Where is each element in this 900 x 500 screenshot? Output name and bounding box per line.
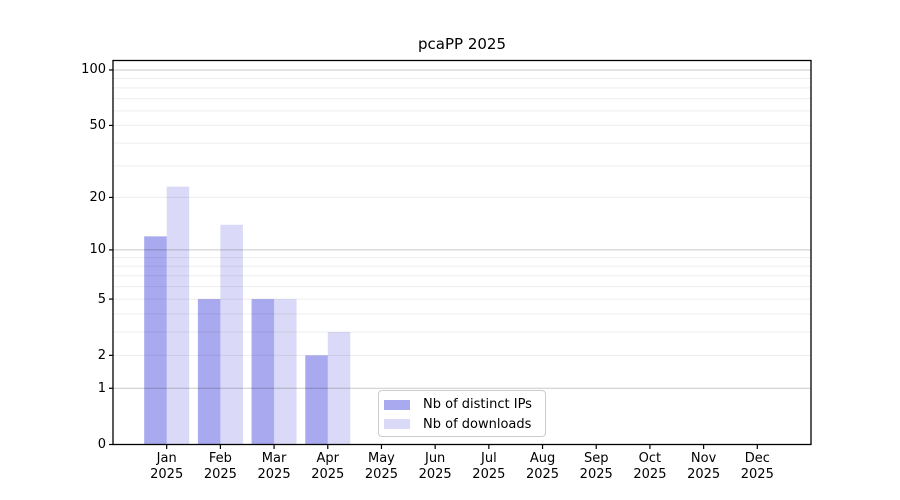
x-tick-label: Jan 2025: [150, 451, 184, 482]
y-tick-label: 5: [97, 291, 106, 307]
chart-title: pcaPP 2025: [418, 35, 506, 53]
bar-downloads-feb: [220, 224, 243, 445]
y-tick-label: 100: [81, 62, 106, 78]
y-tick-label: 10: [89, 242, 106, 258]
legend-label-distinct-ips: Nb of distinct IPs: [423, 397, 532, 413]
legend-item-distinct-ips: Nb of distinct IPs: [384, 395, 545, 415]
bar-downloads-mar: [274, 299, 297, 445]
y-tick-label: 1: [97, 380, 106, 396]
y-tick-label: 50: [89, 117, 106, 133]
x-tick-label: Mar 2025: [257, 451, 291, 482]
bar-distinct-ips-jan: [144, 236, 167, 445]
legend-label-downloads: Nb of downloads: [423, 416, 532, 432]
y-tick-label: 20: [89, 189, 106, 205]
x-tick-label: May 2025: [364, 451, 398, 482]
x-tick-label: Feb 2025: [203, 451, 237, 482]
x-tick-label: Apr 2025: [311, 451, 345, 482]
legend-swatch-downloads: [384, 419, 410, 430]
legend: Nb of distinct IPs Nb of downloads: [378, 390, 546, 437]
x-tick-label: Dec 2025: [740, 451, 774, 482]
x-tick-label: Jun 2025: [418, 451, 452, 482]
bar-distinct-ips-feb: [197, 299, 221, 445]
x-tick-label: Aug 2025: [525, 451, 560, 482]
x-tick-label: Sep 2025: [579, 451, 613, 482]
x-tick-label: Jul 2025: [472, 451, 506, 482]
x-tick-label: Nov 2025: [687, 451, 721, 482]
bar-downloads-jan: [166, 186, 190, 445]
y-tick-label: 0: [97, 437, 106, 452]
bar-distinct-ips-mar: [251, 299, 275, 445]
legend-swatch-distinct-ips: [384, 399, 410, 410]
bar-distinct-ips-apr: [305, 355, 328, 445]
x-tick-label: Oct 2025: [633, 451, 667, 482]
plot-frame: [112, 59, 812, 446]
y-tick-label: 2: [97, 347, 106, 363]
legend-item-downloads: Nb of downloads: [384, 415, 545, 435]
bar-downloads-apr: [327, 332, 351, 445]
